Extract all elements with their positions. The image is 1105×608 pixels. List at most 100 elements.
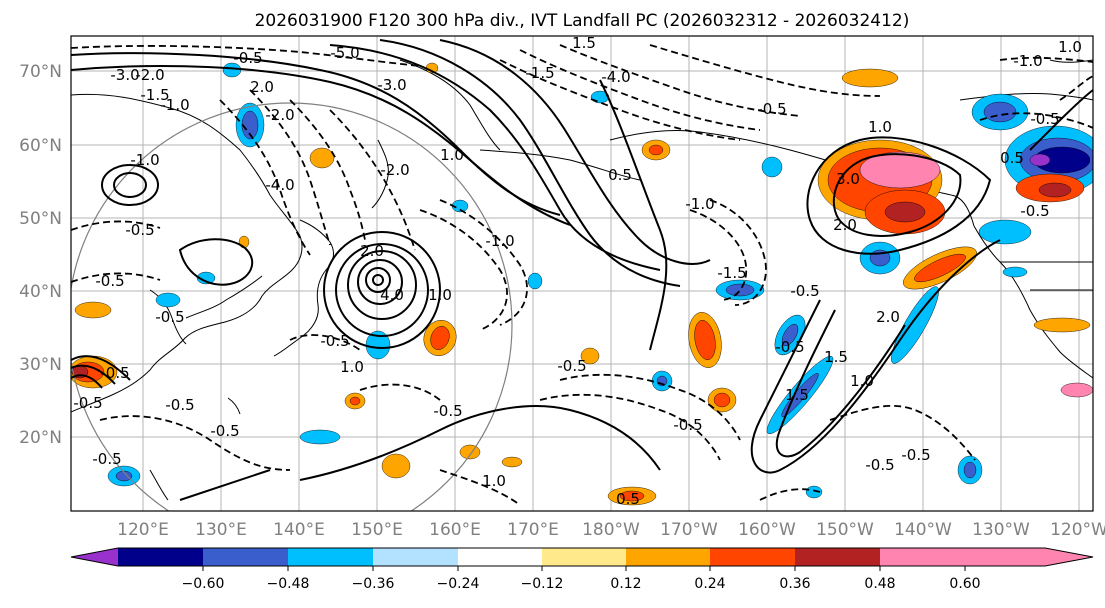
contour-label: 1.0 [440, 146, 464, 164]
lat-label: 30°N [19, 355, 62, 375]
colorbar: −0.60 −0.48 −0.36 −0.24 −0.12 0.12 0.24 … [70, 547, 1094, 592]
contour-label: -1.5 [717, 264, 746, 282]
contour-label: -1.0 [1013, 52, 1042, 70]
contour-label: -0.5 [865, 456, 894, 474]
contour-label: 2.0 [833, 216, 857, 234]
contour-label: -0.5 [757, 100, 786, 118]
contour-label: -4.0 [265, 176, 294, 194]
colorbar-bin [880, 548, 965, 566]
contour-label: -3.0 [377, 76, 406, 94]
contour-label: 4.0 [380, 286, 404, 304]
lat-label: 50°N [19, 209, 62, 229]
lat-label: 20°N [19, 428, 62, 448]
lon-label: 170°E [507, 520, 559, 540]
contour-label: -1.0 [685, 195, 714, 213]
contour-label: 1.0 [1058, 38, 1082, 56]
colorbar-tick-labels: −0.60 −0.48 −0.36 −0.24 −0.12 0.12 0.24 … [182, 576, 981, 592]
colorbar-bin [118, 548, 203, 566]
colorbar-tick-label: −0.24 [437, 576, 480, 592]
contour-label: -2.0 [380, 161, 409, 179]
contour-label: -1.0 [130, 151, 159, 169]
lon-label: 170°W [660, 520, 718, 540]
colorbar-tick-label: −0.48 [267, 576, 310, 592]
contour-label: -1.5 [140, 86, 169, 104]
contour-label: 1.0 [340, 358, 364, 376]
reference-circle [71, 102, 513, 511]
lon-label: 150°W [816, 520, 874, 540]
contour-label: 0.5 [608, 166, 632, 184]
colorbar-bin [795, 548, 880, 566]
negative-contours [71, 44, 1093, 506]
map-frame [70, 35, 1094, 512]
contour-labels: -5.0 -3.0 -2.0 -1.5 -1.0 -2.0 -3.0 -4.0 … [73, 34, 1082, 508]
longitude-labels: 120°E 130°E 140°E 150°E 160°E 170°E 180°… [117, 520, 1105, 540]
colorbar-bin [288, 548, 373, 566]
gridlines [71, 36, 1093, 511]
contour-label: -4.0 [601, 68, 630, 86]
colorbar-bin [373, 548, 458, 566]
contour-label: 0.5 [616, 490, 640, 508]
contour-label: -0.5 [1020, 202, 1049, 220]
colorbar-tick-label: 0.60 [949, 576, 980, 592]
contour-label: 2.0 [360, 242, 384, 260]
contour-label: 0.5 [1000, 149, 1024, 167]
contour-label: -0.5 [210, 422, 239, 440]
contour-label: -0.5 [557, 357, 586, 375]
colorbar-extend-left [71, 548, 118, 566]
contour-label: -0.5 [901, 446, 930, 464]
contour-label: 1.0 [850, 372, 874, 390]
lon-label: 120°E [117, 520, 169, 540]
contour-label: 1.0 [868, 118, 892, 136]
contour-label: -0.5 [155, 308, 184, 326]
contour-label: 1.5 [785, 386, 809, 404]
lat-label: 40°N [19, 282, 62, 302]
colorbar-bin [203, 548, 288, 566]
lon-label: 180°W [582, 520, 640, 540]
lon-label: 140°W [894, 520, 952, 540]
contour-label: -0.5 [433, 402, 462, 420]
latitude-labels: 70°N 60°N 50°N 40°N 30°N 20°N [19, 62, 62, 448]
contour-label: -1.0 [485, 232, 514, 250]
contour-label: -1.0 [160, 96, 189, 114]
colorbar-tick-label: 0.48 [864, 576, 895, 592]
lat-label: 60°N [19, 136, 62, 156]
colorbar-tick-label: −0.36 [352, 576, 395, 592]
lon-label: 150°E [351, 520, 403, 540]
colorbar-bin [626, 548, 710, 566]
colorbar-outline [70, 547, 1094, 567]
contour-label: -0.5 [165, 396, 194, 414]
colorbar-bin [542, 548, 626, 566]
colorbar-bin [710, 548, 795, 566]
figure-title: 2026031900 F120 300 hPa div., IVT Landfa… [255, 11, 910, 31]
lon-label: 140°E [273, 520, 325, 540]
colorbar-extend-right [965, 548, 1093, 566]
contour-label: -5.0 [330, 44, 359, 62]
contour-label: 1.0 [482, 472, 506, 490]
contour-label: 1.5 [572, 34, 596, 52]
lon-label: 130°W [972, 520, 1030, 540]
colorbar-ticks [202, 566, 966, 571]
colorbar-tick-label: −0.12 [521, 576, 564, 592]
colorbar-tick-label: 0.36 [779, 576, 810, 592]
contour-label: -2.0 [135, 66, 164, 84]
contour-label: -0.5 [125, 221, 154, 239]
contour-label: -0.5 [233, 49, 262, 67]
lat-label: 70°N [19, 62, 62, 82]
contour-label: -0.5 [775, 338, 804, 356]
lon-label: 130°E [195, 520, 247, 540]
contour-label: -0.5 [100, 364, 129, 382]
contour-label: -3.0 [110, 66, 139, 84]
contour-label: 1.5 [824, 348, 848, 366]
colorbar-tick-label: 0.24 [694, 576, 725, 592]
contour-label: -0.5 [73, 394, 102, 412]
contour-label: 2.0 [876, 308, 900, 326]
positive-contours [71, 39, 1093, 501]
map-panel: -5.0 -3.0 -2.0 -1.5 -1.0 -2.0 -3.0 -4.0 … [70, 34, 1094, 512]
contour-label: 3.0 [836, 170, 860, 188]
divergence-shading [71, 62, 1093, 506]
contour-label: 2.0 [250, 78, 274, 96]
contour-label: -2.0 [265, 106, 294, 124]
contour-label: -0.5 [92, 450, 121, 468]
lon-label: 160°E [429, 520, 481, 540]
